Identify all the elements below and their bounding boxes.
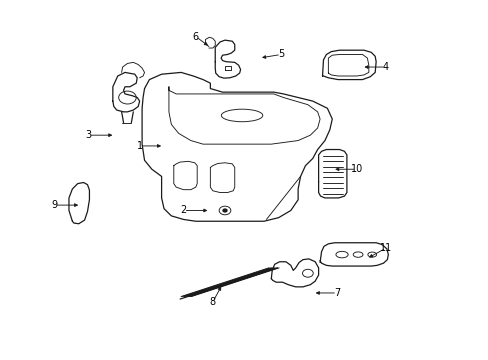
Text: 9: 9 [51, 200, 57, 210]
Text: 2: 2 [180, 206, 186, 216]
Text: 6: 6 [192, 32, 199, 41]
Text: 5: 5 [277, 49, 284, 59]
Text: 4: 4 [382, 62, 388, 72]
Text: 8: 8 [209, 297, 215, 307]
Text: 11: 11 [379, 243, 391, 253]
Text: 3: 3 [85, 130, 91, 140]
Text: 7: 7 [333, 288, 340, 298]
Circle shape [223, 209, 226, 212]
Text: 10: 10 [350, 164, 362, 174]
Text: 1: 1 [136, 141, 142, 151]
